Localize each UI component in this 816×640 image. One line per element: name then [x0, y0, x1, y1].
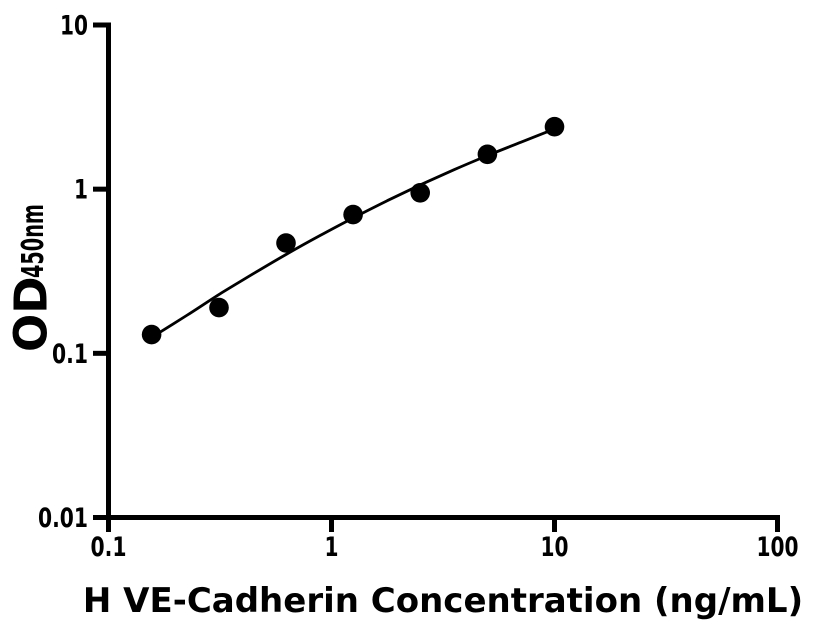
data-point	[209, 297, 229, 318]
x-axis-tick-labels: 0.1 1 10 100	[91, 532, 799, 563]
y-axis-ticks	[93, 22, 109, 520]
y-axis-title-subscript: 450nm	[16, 204, 51, 278]
data-points	[141, 116, 565, 345]
x-axis-title: H VE-Cadherin Concentration (ng/mL)	[83, 581, 803, 621]
y-tick-label: 1	[74, 175, 88, 206]
y-tick-label: 0.01	[38, 503, 88, 534]
x-tick-label: 10	[541, 532, 569, 563]
x-tick-label: 100	[757, 532, 799, 563]
x-tick-label: 0.1	[91, 532, 127, 563]
data-point	[141, 324, 162, 345]
data-point	[276, 233, 296, 253]
x-axis-ticks	[106, 517, 780, 532]
y-axis-title-main: OD	[5, 276, 58, 352]
data-point	[410, 183, 431, 203]
x-tick-label: 1	[325, 532, 339, 563]
y-axis-title: OD 450nm	[5, 204, 58, 352]
data-point	[477, 144, 498, 165]
data-point	[343, 204, 363, 225]
y-tick-label: 0.1	[52, 339, 88, 370]
data-point	[544, 116, 565, 137]
y-tick-label: 10	[60, 10, 88, 41]
y-axis-tick-labels: 10 1 0.1 0.01	[38, 10, 88, 534]
